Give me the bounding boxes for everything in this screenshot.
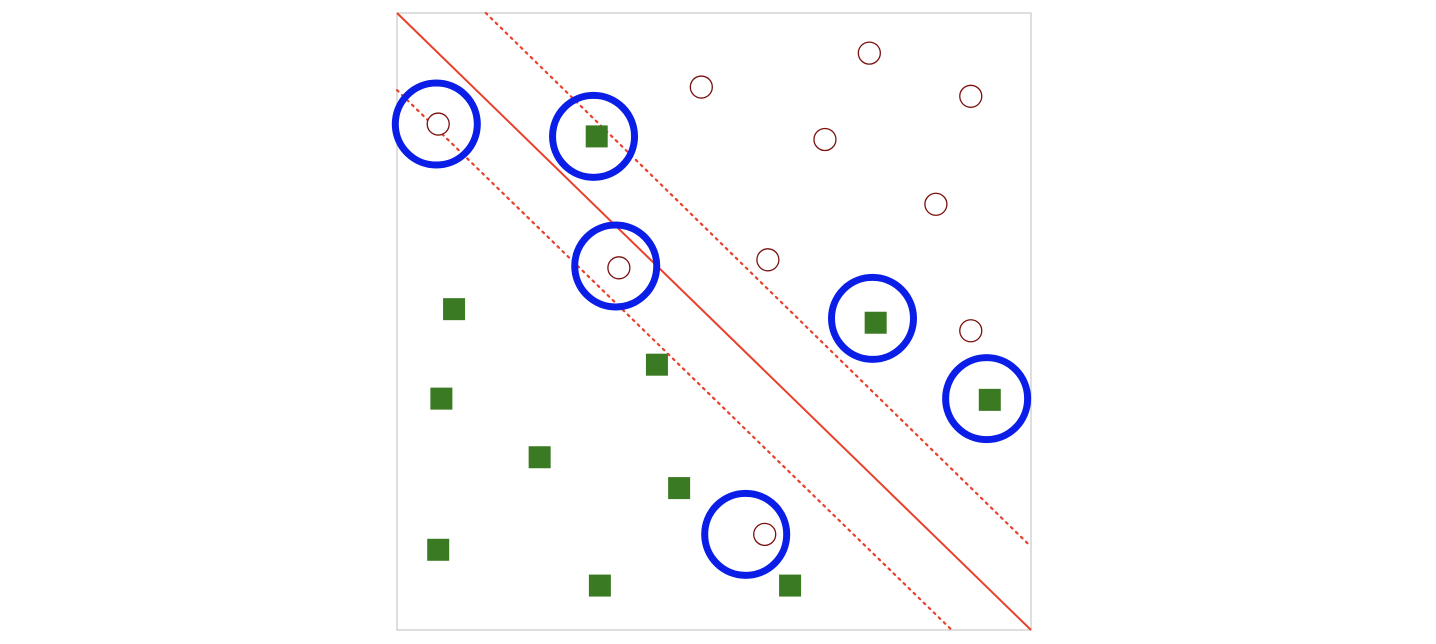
support-vector-ring [701,489,791,579]
circle-point [753,522,777,547]
circle-point [689,75,713,99]
support-vector-ring [571,221,661,311]
square-point [645,353,668,376]
square-point [427,538,450,561]
circle-point [959,84,983,108]
circle-point [607,256,631,280]
square-point [528,446,551,469]
decision-boundary-line-0 [396,12,1032,631]
square-point [978,388,1001,411]
support-vector-ring [391,79,481,169]
circle-point [857,41,881,65]
support-vector-rings-layer [391,79,1032,579]
circle-point [959,319,983,343]
square-point [588,574,611,597]
support-vector-ring [942,354,1032,444]
square-point [779,574,802,597]
square-point [443,298,466,321]
points-layer [426,41,1001,597]
square-point [864,311,887,334]
circle-point [426,112,450,136]
square-point [668,477,691,500]
square-point [430,387,453,410]
square-point [585,125,608,148]
margin-line-2 [395,89,953,632]
circle-point [813,127,837,152]
support-vector-ring [828,273,917,363]
circle-point [756,248,780,272]
support-vector-ring [549,91,639,181]
circle-point [924,192,948,216]
